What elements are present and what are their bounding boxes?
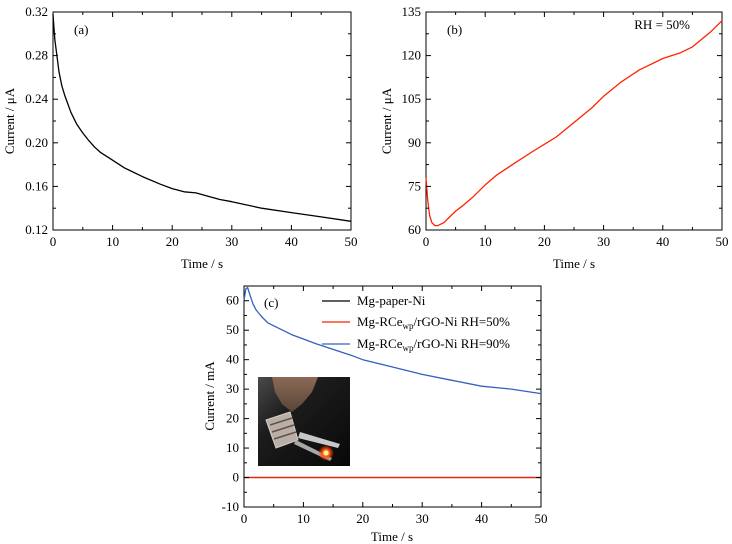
y-tick-label: -10 <box>222 499 239 514</box>
inset-photo <box>258 377 350 466</box>
inset-device-stripe <box>271 424 295 433</box>
panel-c-label: (c) <box>264 295 278 310</box>
x-tick-label: 0 <box>241 511 248 526</box>
x-tick-label: 30 <box>416 511 429 526</box>
y-tick-label: 60 <box>408 222 421 237</box>
panel-b-y-ticks: 60 75 90 105 120 135 <box>402 4 722 237</box>
x-tick-label: 20 <box>166 234 179 249</box>
y-tick-label: 0.32 <box>25 4 48 19</box>
y-tick-label: 50 <box>226 322 239 337</box>
panel-a-x-ticks: 0 10 20 30 40 50 <box>50 12 358 249</box>
x-tick-label: 10 <box>297 511 310 526</box>
legend-label-mg-paper-ni: Mg-paper-Ni <box>357 293 426 308</box>
legend-label-rh50: Mg-RCewp/rGO-Ni RH=50% <box>357 314 510 331</box>
y-tick-label: 105 <box>402 91 422 106</box>
y-tick-label: 0.16 <box>25 178 48 193</box>
panel-c-ylabel: Current / mA <box>202 361 217 431</box>
series-line-2-2 <box>243 286 542 395</box>
y-tick-label: 135 <box>402 4 422 19</box>
y-tick-label: 60 <box>226 293 239 308</box>
series-line-1-0 <box>425 20 723 227</box>
y-tick-label: 0.12 <box>25 222 48 237</box>
x-tick-label: 40 <box>656 234 669 249</box>
panel-a-frame <box>52 11 352 231</box>
panel-a-y-ticks: 0.12 0.16 0.20 0.24 0.28 0.32 <box>25 4 351 237</box>
panel-b-x-ticks: 0 10 20 30 40 50 <box>423 12 729 249</box>
y-tick-label: 40 <box>226 352 239 367</box>
panel-b-label: (b) <box>447 22 462 37</box>
panel-b-frame <box>425 11 723 231</box>
panel-a-xlabel: Time / s <box>181 256 223 271</box>
panel-c-legend: Mg-paper-Ni Mg-RCewp/rGO-Ni RH=50% Mg-RC… <box>322 293 510 353</box>
y-tick-label: 10 <box>226 440 239 455</box>
inset-led <box>323 450 329 456</box>
panel-c-series-group <box>243 286 542 479</box>
x-tick-label: 0 <box>423 234 430 249</box>
x-tick-label: 50 <box>716 234 729 249</box>
panel-c-x-ticks: 0 10 20 30 40 50 <box>241 286 548 526</box>
x-tick-label: 50 <box>535 511 548 526</box>
inset-clip <box>298 432 340 448</box>
x-tick-label: 40 <box>475 511 488 526</box>
panel-b-annotation: RH = 50% <box>634 17 690 32</box>
x-tick-label: 20 <box>538 234 551 249</box>
y-tick-label: 120 <box>402 48 422 63</box>
x-tick-label: 20 <box>356 511 369 526</box>
y-tick-label: 90 <box>408 135 421 150</box>
panel-b-ylabel: Current / μA <box>379 87 394 154</box>
x-tick-label: 10 <box>479 234 492 249</box>
panel-a-label: (a) <box>74 22 88 37</box>
x-tick-label: 30 <box>597 234 610 249</box>
inset-hand <box>272 377 318 412</box>
y-tick-label: 0 <box>233 470 240 485</box>
panel-b: 0 10 20 30 40 50 60 75 90 105 120 135 (b) RH = 50%… <box>379 4 729 271</box>
x-tick-label: 50 <box>345 234 358 249</box>
y-tick-label: 0.20 <box>25 135 48 150</box>
panel-c-xlabel: Time / s <box>371 529 413 544</box>
x-tick-label: 30 <box>225 234 238 249</box>
x-tick-label: 40 <box>285 234 298 249</box>
panel-c-y-ticks: -10 0 10 20 30 40 50 60 <box>222 293 541 514</box>
inset-device-stripe <box>269 417 293 426</box>
y-tick-label: 20 <box>226 411 239 426</box>
series-line-0-0 <box>52 14 352 222</box>
panel-a-series-group <box>52 14 352 222</box>
panel-a-ylabel: Current / μA <box>2 87 17 154</box>
y-tick-label: 0.28 <box>25 48 48 63</box>
panel-b-series-group <box>425 20 723 227</box>
panel-b-xlabel: Time / s <box>553 256 595 271</box>
inset-device-stripe <box>273 431 297 440</box>
y-tick-label: 30 <box>226 381 239 396</box>
panel-a: 0 10 20 30 40 50 0.12 0.16 0.20 0.24 0.28 0.32 (a)… <box>2 4 358 271</box>
x-tick-label: 10 <box>106 234 119 249</box>
x-tick-label: 0 <box>50 234 57 249</box>
y-tick-label: 0.24 <box>25 91 48 106</box>
y-tick-label: 75 <box>408 178 421 193</box>
legend-label-rh90: Mg-RCewp/rGO-Ni RH=90% <box>357 336 510 353</box>
